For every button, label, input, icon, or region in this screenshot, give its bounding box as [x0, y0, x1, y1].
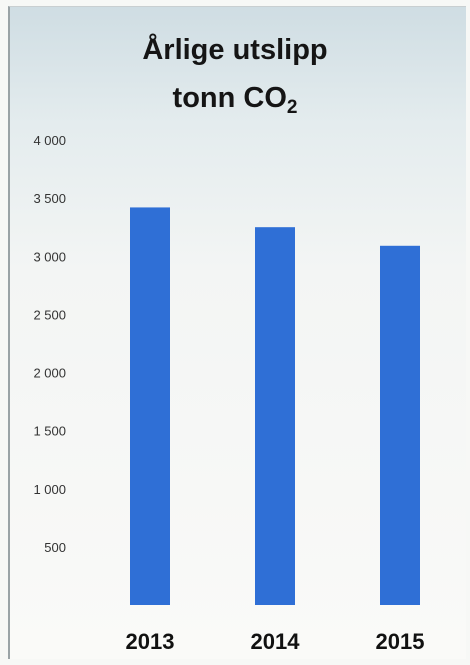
y-tick-label: 500	[44, 540, 66, 555]
y-tick-label: 4 000	[33, 133, 66, 148]
x-category-label: 2015	[376, 629, 425, 654]
y-tick-label: 2 000	[33, 366, 66, 381]
chart-title-unit: tonn CO	[172, 82, 287, 114]
y-tick-label: 1 500	[33, 424, 66, 439]
x-category-label: 2013	[126, 629, 175, 654]
chart-title-subscript: 2	[286, 97, 298, 118]
bar-2014	[255, 227, 295, 605]
y-tick-label: 1 000	[33, 482, 66, 497]
bar-2015	[380, 245, 420, 605]
chart-title-line1: Årlige utslipp	[142, 34, 328, 66]
y-tick-label: 3 500	[33, 191, 66, 206]
y-tick-label: 2 500	[33, 307, 66, 322]
bar-2013	[130, 207, 170, 606]
x-category-label: 2014	[251, 629, 301, 654]
chart-title-line2: tonn CO2	[0, 82, 470, 119]
y-tick-label: 3 000	[33, 249, 66, 264]
